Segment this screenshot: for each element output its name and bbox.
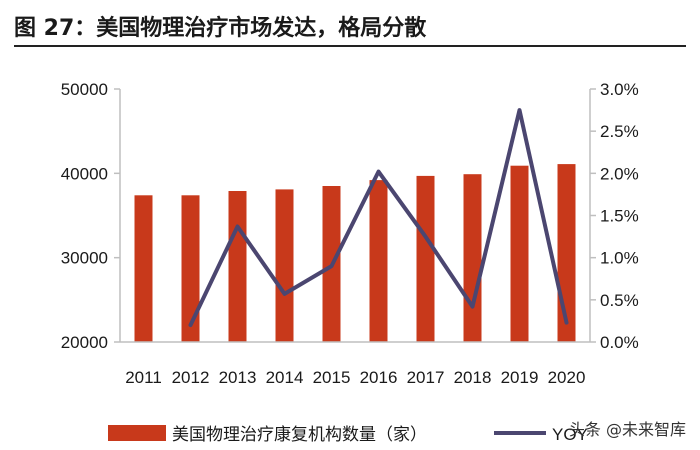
bar-2013 — [228, 191, 247, 342]
x-tick-label: 2011 — [125, 368, 162, 387]
right-tick-label: 2.0% — [600, 164, 639, 183]
figure-title: 图 27：美国物理治疗市场发达，格局分散 — [14, 16, 427, 41]
legend-line-label: YOY — [552, 425, 588, 444]
legend-bar-swatch — [108, 425, 166, 441]
right-tick-label: 3.0% — [600, 80, 639, 99]
x-tick-label: 2013 — [219, 368, 257, 387]
x-axis-ticks: 2011 2012 2013 2014 2015 2016 2017 2018 2019 2020 — [125, 368, 585, 387]
legend: 美国物理治疗康复机构数量（家） YOY — [108, 425, 588, 445]
bar-series — [134, 164, 576, 342]
right-axis-ticks: 0.0% 0.5% 1.0% 1.5% 2.0% 2.5% 3.0% — [590, 80, 639, 352]
right-tick-label: 1.0% — [600, 249, 639, 268]
bar-2014 — [275, 189, 294, 342]
x-tick-label: 2020 — [548, 368, 586, 387]
x-tick-label: 2014 — [266, 368, 304, 387]
left-axis-ticks: 20000 30000 40000 50000 — [61, 80, 120, 352]
bar-2012 — [181, 195, 200, 342]
x-tick-label: 2012 — [172, 368, 210, 387]
left-tick-label: 50000 — [61, 80, 108, 99]
right-tick-label: 1.5% — [600, 207, 639, 226]
x-tick-label: 2018 — [454, 368, 492, 387]
title-divider — [14, 45, 686, 47]
bar-2018 — [463, 174, 482, 342]
bar-2016 — [369, 180, 388, 342]
bar-2011 — [134, 195, 153, 342]
bar-2019 — [510, 165, 529, 342]
x-tick-label: 2015 — [313, 368, 351, 387]
yoy-line-series — [188, 108, 569, 328]
left-tick-label: 30000 — [61, 249, 108, 268]
right-tick-label: 2.5% — [600, 122, 639, 141]
x-tick-label: 2017 — [407, 368, 445, 387]
bar-2017 — [416, 175, 435, 342]
right-tick-label: 0.0% — [600, 333, 639, 352]
x-tick-label: 2019 — [501, 368, 539, 387]
yoy-line — [188, 108, 569, 328]
left-tick-label: 40000 — [61, 164, 108, 183]
left-tick-label: 20000 — [61, 333, 108, 352]
legend-bar-label: 美国物理治疗康复机构数量（家） — [172, 425, 427, 445]
x-tick-label: 2016 — [360, 368, 398, 387]
watermark: 头条 @未来智库 — [568, 420, 686, 439]
right-tick-label: 0.5% — [600, 291, 639, 310]
